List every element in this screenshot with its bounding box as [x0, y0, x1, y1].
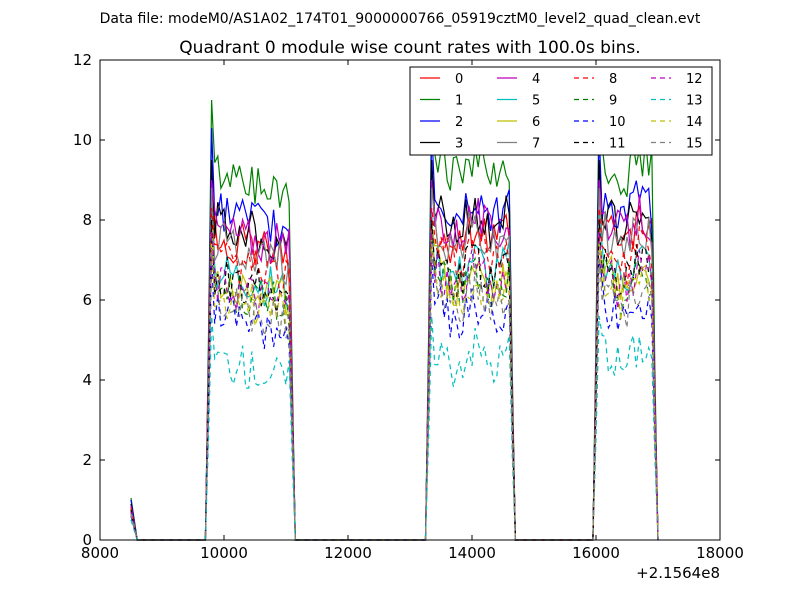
series-lines [130, 99, 659, 541]
y-tick-label: 10 [73, 131, 92, 149]
y-tick-label: 4 [82, 371, 92, 389]
x-axis-offset: +2.1564e8 [636, 564, 720, 582]
legend-label-11: 11 [609, 137, 626, 152]
y-tick-label: 8 [82, 211, 92, 229]
legend-label-3: 3 [455, 137, 463, 152]
series-line-7 [130, 187, 659, 541]
legend-label-7: 7 [532, 137, 540, 152]
legend-label-15: 15 [686, 137, 703, 152]
legend-label-13: 13 [686, 94, 703, 109]
series-line-15 [130, 251, 659, 541]
legend-label-0: 0 [455, 72, 463, 87]
series-line-11 [130, 219, 659, 541]
x-tick-label: 14000 [448, 544, 496, 562]
series-line-8 [130, 207, 659, 541]
chart-title: Quadrant 0 module wise count rates with … [179, 38, 640, 58]
legend-label-6: 6 [532, 115, 540, 130]
legend-label-9: 9 [609, 94, 617, 109]
series-line-1 [130, 99, 659, 541]
series-line-14 [130, 243, 659, 541]
legend-box [409, 66, 713, 156]
legend-label-14: 14 [686, 115, 703, 130]
legend-label-8: 8 [609, 72, 617, 87]
series-line-12 [130, 231, 659, 541]
legend-label-12: 12 [686, 72, 703, 87]
y-tick-label: 0 [82, 531, 92, 549]
y-tick-label: 2 [82, 451, 92, 469]
legend-label-2: 2 [455, 115, 463, 130]
x-tick-label: 16000 [572, 544, 620, 562]
series-line-13 [130, 315, 659, 541]
legend-label-5: 5 [532, 94, 540, 109]
series-line-4 [130, 179, 659, 541]
x-tick-label: 12000 [324, 544, 372, 562]
y-tick-label: 12 [73, 51, 92, 69]
x-tick-label: 8000 [81, 544, 119, 562]
series-line-2 [130, 127, 659, 541]
x-tick-label: 10000 [200, 544, 248, 562]
y-tick-label: 6 [82, 291, 92, 309]
legend-label-4: 4 [532, 72, 540, 87]
data-file-label: Data file: modeM0/AS1A02_174T01_90000007… [100, 11, 701, 27]
legend-label-1: 1 [455, 94, 463, 109]
series-line-10 [130, 259, 659, 541]
x-tick-label: 18000 [696, 544, 744, 562]
legend-label-10: 10 [609, 115, 626, 130]
